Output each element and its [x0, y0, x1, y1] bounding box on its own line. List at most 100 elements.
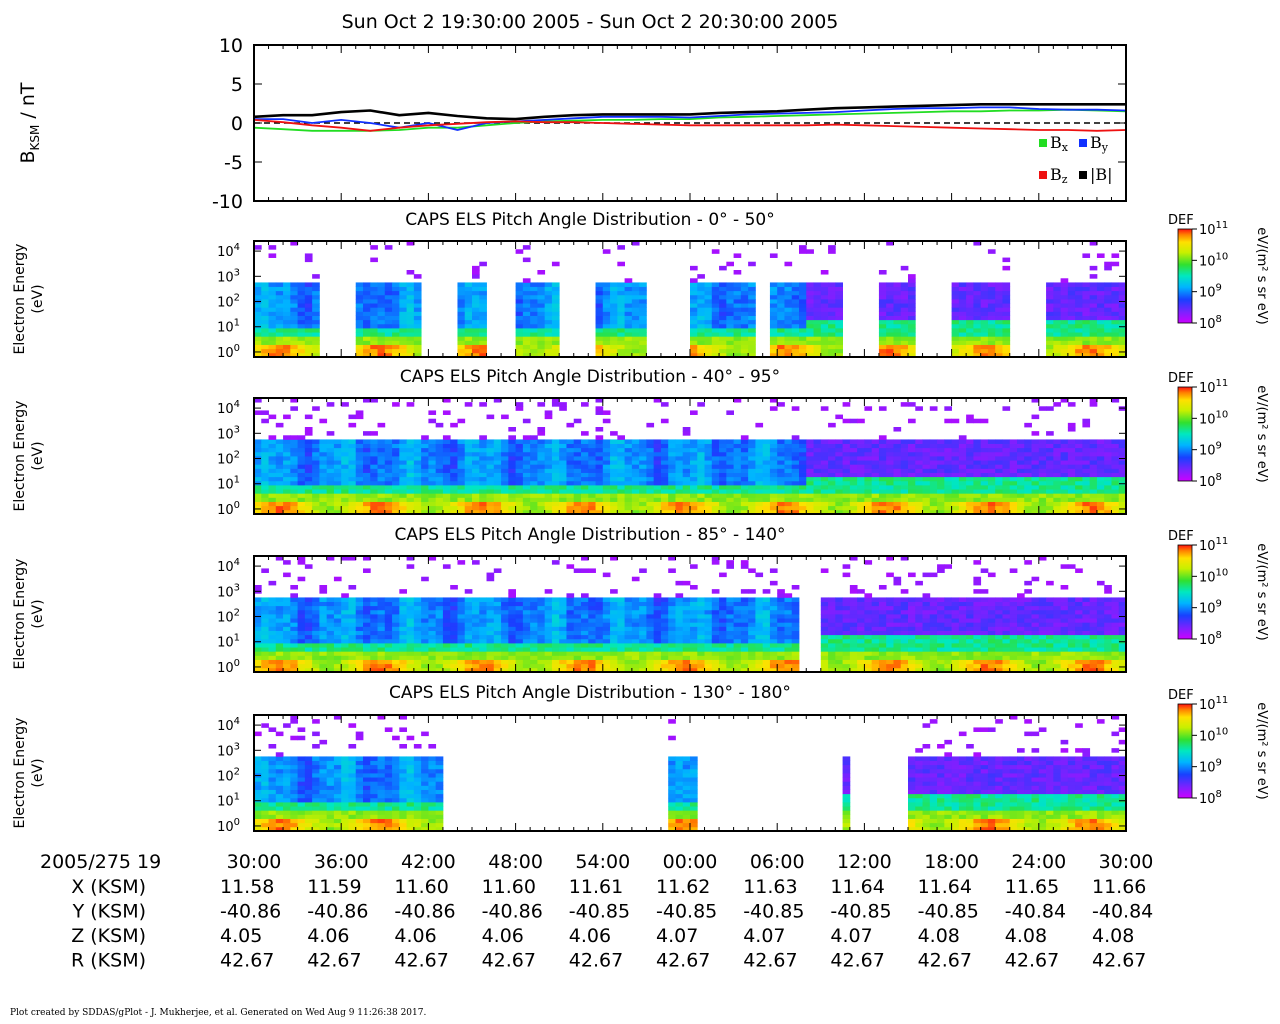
- spectrogram-cell: [551, 456, 560, 461]
- spectrogram-cell: [915, 493, 923, 498]
- spectrogram-cell: [377, 328, 386, 333]
- spectrogram-cell: [1118, 464, 1127, 469]
- spectrogram-cell: [486, 509, 495, 515]
- spectrogram-cell: [987, 323, 996, 329]
- spectrogram-cell: [297, 614, 306, 619]
- spectrogram-cell: [261, 505, 269, 511]
- spectrogram-cell: [690, 315, 698, 321]
- spectrogram-cell: [530, 332, 538, 337]
- spectrogram-cell: [464, 348, 473, 354]
- spectrogram-cell: [769, 472, 778, 478]
- spectrogram-cell: [682, 614, 691, 619]
- spectrogram-cell: [762, 485, 771, 490]
- spectrogram-cell: [958, 303, 967, 308]
- spectrogram-cell: [275, 556, 284, 561]
- spectrogram-cell: [617, 630, 625, 636]
- spectrogram-cell: [733, 497, 742, 502]
- spectrogram-cell: [828, 476, 836, 482]
- spectrogram-cell: [544, 505, 553, 511]
- spectrogram-cell: [1053, 493, 1061, 498]
- spectrogram-cell: [464, 643, 473, 648]
- spectrogram-cell: [668, 659, 676, 665]
- spectrogram-cell: [813, 501, 822, 507]
- spectrogram-cell: [886, 286, 894, 292]
- spectrogram-cell: [312, 505, 320, 511]
- spectrogram-cell: [849, 451, 858, 457]
- spectrogram-cell: [835, 286, 843, 292]
- spectrogram-cell: [668, 647, 676, 652]
- spectrogram-cell: [602, 286, 611, 292]
- spectrogram-cell: [559, 464, 567, 469]
- spectrogram-cell: [987, 352, 996, 358]
- spectrogram-cell: [733, 447, 742, 453]
- spectrogram-cell: [958, 348, 967, 354]
- spectrogram-cell: [1046, 299, 1054, 304]
- spectrogram-cell: [566, 472, 575, 478]
- spectrogram-cell: [748, 340, 756, 345]
- spectrogram-cell: [828, 489, 836, 494]
- spectrogram-cell: [849, 505, 858, 511]
- spectrogram-cell: [283, 626, 291, 631]
- spectrogram-cell: [551, 626, 560, 631]
- spectrogram-cell: [711, 439, 720, 444]
- spectrogram-cell: [254, 286, 262, 292]
- spectrogram-cell: [660, 601, 669, 607]
- spectrogram-cell: [704, 497, 713, 502]
- spectrogram-cell: [537, 497, 546, 502]
- spectrogram-cell: [559, 456, 567, 461]
- spectrogram-cell: [682, 605, 691, 611]
- spectrogram-cell: [1031, 460, 1040, 465]
- spectrogram-cell: [980, 282, 989, 287]
- spectrogram-cell: [777, 286, 785, 292]
- spectrogram-cell: [871, 497, 880, 502]
- spectrogram-cell: [813, 311, 822, 316]
- spectrogram-cell: [755, 472, 764, 478]
- spectrogram-cell: [762, 501, 771, 507]
- spectrogram-cell: [355, 655, 364, 660]
- spectrogram-cell: [363, 286, 371, 292]
- spectrogram-cell: [733, 311, 742, 316]
- spectrogram-cell: [871, 439, 880, 444]
- spectrogram-cell: [508, 509, 516, 515]
- spectrogram-cell: [1096, 344, 1105, 350]
- spectrogram-cell: [697, 597, 705, 602]
- spectrogram-cell: [588, 485, 596, 490]
- spectrogram-cell: [973, 344, 982, 350]
- spectrogram-cell: [1089, 464, 1098, 469]
- spectrogram-cell: [355, 344, 364, 350]
- spectrogram-cell: [290, 319, 298, 325]
- spectrogram-cell: [704, 489, 713, 494]
- spectrogram-cell: [1060, 282, 1069, 287]
- spectrogram-cell: [617, 663, 625, 669]
- spectrogram-cell: [566, 464, 575, 469]
- spectrogram-cell: [413, 299, 422, 304]
- spectrogram-cell: [275, 332, 284, 337]
- spectrogram-cell: [413, 303, 422, 308]
- spectrogram-cell: [1024, 422, 1032, 428]
- spectrogram-cell: [341, 501, 349, 507]
- spectrogram-cell: [697, 489, 705, 494]
- spectrogram-cell: [348, 556, 357, 561]
- spectrogram-cell: [435, 601, 444, 607]
- spectrogram-cell: [341, 489, 349, 494]
- spectrogram-cell: [610, 655, 618, 660]
- spectrogram-cell: [479, 336, 487, 341]
- spectrogram-cell: [588, 659, 596, 665]
- spectrogram-cell: [602, 447, 611, 453]
- spectrogram-cell: [769, 501, 778, 507]
- spectrogram-cell: [399, 614, 407, 619]
- spectrogram-cell: [602, 622, 611, 627]
- spectrogram-cell: [530, 480, 538, 486]
- spectrogram-cell: [922, 480, 931, 486]
- spectrogram-cell: [254, 509, 262, 515]
- spectrogram-cell: [341, 630, 349, 636]
- spectrogram-cell: [769, 485, 778, 490]
- spectrogram-cell: [326, 472, 335, 478]
- spectrogram-cell: [333, 634, 342, 640]
- spectrogram-cell: [406, 605, 415, 611]
- spectrogram-cell: [1002, 307, 1011, 312]
- spectrogram-cell: [987, 290, 996, 296]
- spectrogram-cell: [886, 303, 894, 308]
- spectrogram-cell: [1046, 464, 1054, 469]
